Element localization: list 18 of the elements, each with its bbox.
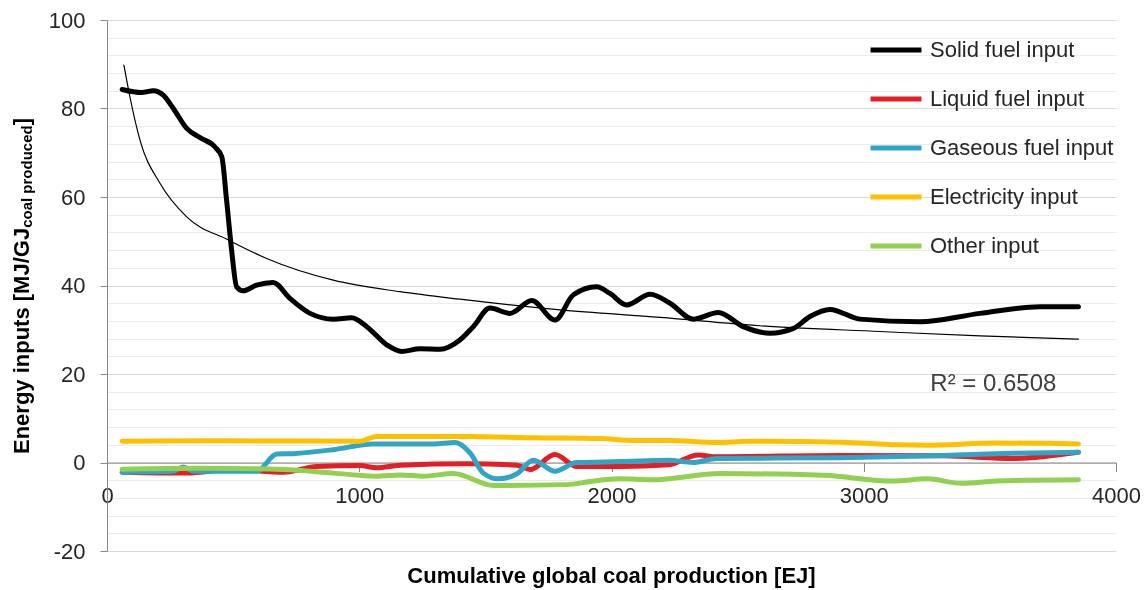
x-axis-title: Cumulative global coal production [EJ] [407, 563, 816, 588]
x-tick-label: 4000 [1092, 483, 1141, 508]
legend-label: Liquid fuel input [930, 86, 1085, 111]
y-tick-label: 20 [61, 361, 86, 387]
x-tick-label: 2000 [587, 483, 637, 508]
x-tick-label: 1000 [335, 483, 385, 508]
legend-label: Solid fuel input [930, 37, 1075, 62]
y-tick-label: 0 [73, 450, 86, 475]
legend-label: Other input [930, 233, 1039, 258]
x-tick-label: 3000 [839, 483, 889, 508]
annotation: R² = 0.6508 [930, 369, 1057, 397]
legend-label: Electricity input [930, 184, 1078, 209]
y-tick-label: 80 [61, 96, 86, 121]
y-tick-label: -20 [53, 538, 86, 564]
y-tick-label: 60 [61, 184, 86, 210]
y-tick-label: 100 [48, 7, 86, 33]
y-tick-label: 40 [61, 273, 86, 298]
legend-label: Gaseous fuel input [930, 135, 1114, 160]
